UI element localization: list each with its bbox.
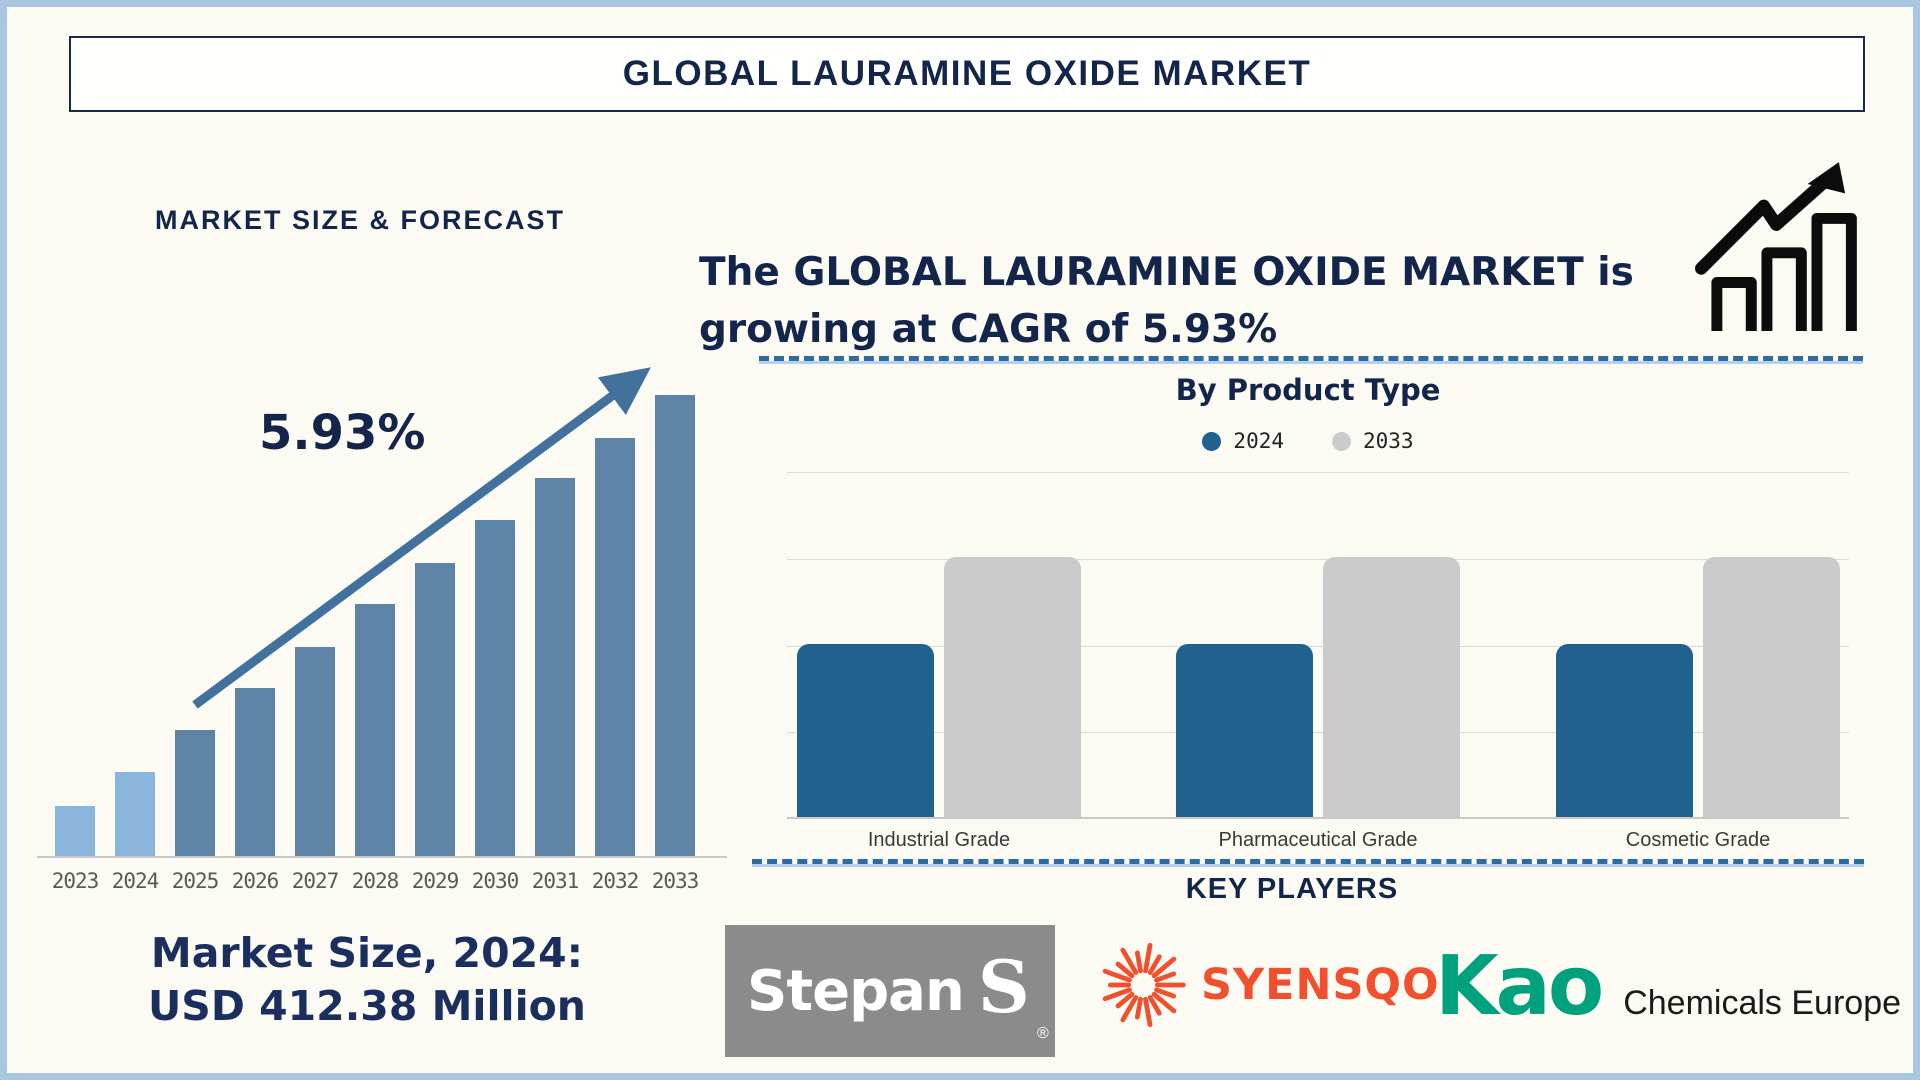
stepan-wordmark: Stepan xyxy=(747,958,965,1024)
forecast-year-label: 2032 xyxy=(591,869,640,893)
forecast-bar-2026 xyxy=(235,688,275,856)
registered-trademark-icon: ® xyxy=(1037,1025,1049,1042)
forecast-bar-2030 xyxy=(475,520,515,856)
kao-suffix-text: Chemicals Europe xyxy=(1623,984,1902,1022)
dashed-divider-bottom xyxy=(752,859,1864,864)
forecast-heading: MARKET SIZE & FORECAST xyxy=(155,205,566,235)
gridline xyxy=(787,645,1849,647)
forecast-year-label: 2023 xyxy=(51,869,100,893)
title-box: GLOBAL LAURAMINE OXIDE MARKET xyxy=(69,36,1865,112)
chart-legend: 2024 2033 xyxy=(752,429,1864,453)
forecast-year-label: 2028 xyxy=(351,869,400,893)
forecast-year-label: 2033 xyxy=(651,869,700,893)
bar-2033-pharmaceutical-grade xyxy=(1323,556,1460,817)
bar-2024-pharmaceutical-grade xyxy=(1176,643,1313,817)
forecast-bar-2027 xyxy=(295,647,335,856)
forecast-bar-2031 xyxy=(535,478,575,856)
product-type-bar-chart xyxy=(787,472,1849,819)
forecast-bar-2032 xyxy=(595,438,635,856)
product-type-categories: Industrial Grade Pharmaceutical Grade Cosm… xyxy=(787,829,1849,855)
cagr-headline-line1: The GLOBAL LAURAMINE OXIDE MARKET is xyxy=(699,250,1634,295)
forecast-bar-2033 xyxy=(655,395,695,856)
kao-wordmark: Kao xyxy=(1435,939,1604,1034)
bar-2033-cosmetic-grade xyxy=(1703,556,1840,817)
cagr-value-label: 5.93% xyxy=(259,405,426,461)
forecast-year-label: 2027 xyxy=(291,869,340,893)
stepan-logo: Stepan S ® xyxy=(725,925,1055,1057)
gridline xyxy=(787,472,1849,473)
legend-item-2033: 2033 xyxy=(1332,429,1414,453)
forecast-bar-2023 xyxy=(55,806,95,856)
kao-logo: Kao Chemicals Europe xyxy=(1435,939,1901,1034)
syensqo-wordmark: SYENSQO xyxy=(1201,960,1440,1010)
gridline xyxy=(787,732,1849,734)
forecast-year-label: 2026 xyxy=(231,869,280,893)
forecast-year-label: 2031 xyxy=(531,869,580,893)
bar-2024-cosmetic-grade xyxy=(1556,643,1693,817)
forecast-year-label: 2025 xyxy=(171,869,220,893)
gridline xyxy=(787,558,1849,560)
key-players-heading: KEY PLAYERS xyxy=(1185,873,1399,905)
legend-item-2024: 2024 xyxy=(1202,429,1284,453)
syensqo-burst-icon xyxy=(1102,942,1186,1028)
stepan-s-icon: S xyxy=(977,944,1030,1029)
forecast-bar-2025 xyxy=(175,730,215,856)
category-label: Pharmaceutical Grade xyxy=(1218,829,1418,851)
market-size-line2: USD 412.38 Million xyxy=(148,982,586,1031)
page-title: GLOBAL LAURAMINE OXIDE MARKET xyxy=(622,54,1312,93)
bar-2033-industrial-grade xyxy=(944,556,1081,817)
trend-arrow xyxy=(192,367,651,709)
market-size-line1: Market Size, 2024: xyxy=(150,929,584,977)
forecast-bar-2029 xyxy=(415,563,455,856)
forecast-x-axis: 2023 2024 2025 2026 2027 2028 2029 2030 2031 2032… xyxy=(37,869,727,897)
forecast-bar-2028 xyxy=(355,604,395,856)
legend-label: 2024 xyxy=(1233,429,1284,453)
forecast-bar-chart xyxy=(37,395,727,858)
cagr-headline-line2: growing at CAGR of 5.93% xyxy=(699,306,1278,352)
growth-chart-icon xyxy=(1695,162,1857,331)
bar-2024-industrial-grade xyxy=(797,643,934,817)
legend-dot-icon xyxy=(1332,431,1351,451)
cagr-headline: The GLOBAL LAURAMINE OXIDE MARKET is gro… xyxy=(699,245,1689,358)
product-type-heading: By Product Type xyxy=(1175,373,1441,407)
category-label: Cosmetic Grade xyxy=(1625,829,1771,851)
forecast-year-label: 2024 xyxy=(111,869,160,893)
legend-label: 2033 xyxy=(1363,429,1414,453)
forecast-bar-2024 xyxy=(115,772,155,856)
category-label: Industrial Grade xyxy=(867,829,1011,851)
market-size-callout: Market Size, 2024: USD 412.38 Million xyxy=(67,927,667,1034)
dashed-divider-top xyxy=(759,356,1863,361)
forecast-year-label: 2029 xyxy=(411,869,460,893)
syensqo-logo: SYENSQO xyxy=(1095,937,1440,1033)
forecast-year-label: 2030 xyxy=(471,869,520,893)
legend-dot-icon xyxy=(1202,431,1222,451)
